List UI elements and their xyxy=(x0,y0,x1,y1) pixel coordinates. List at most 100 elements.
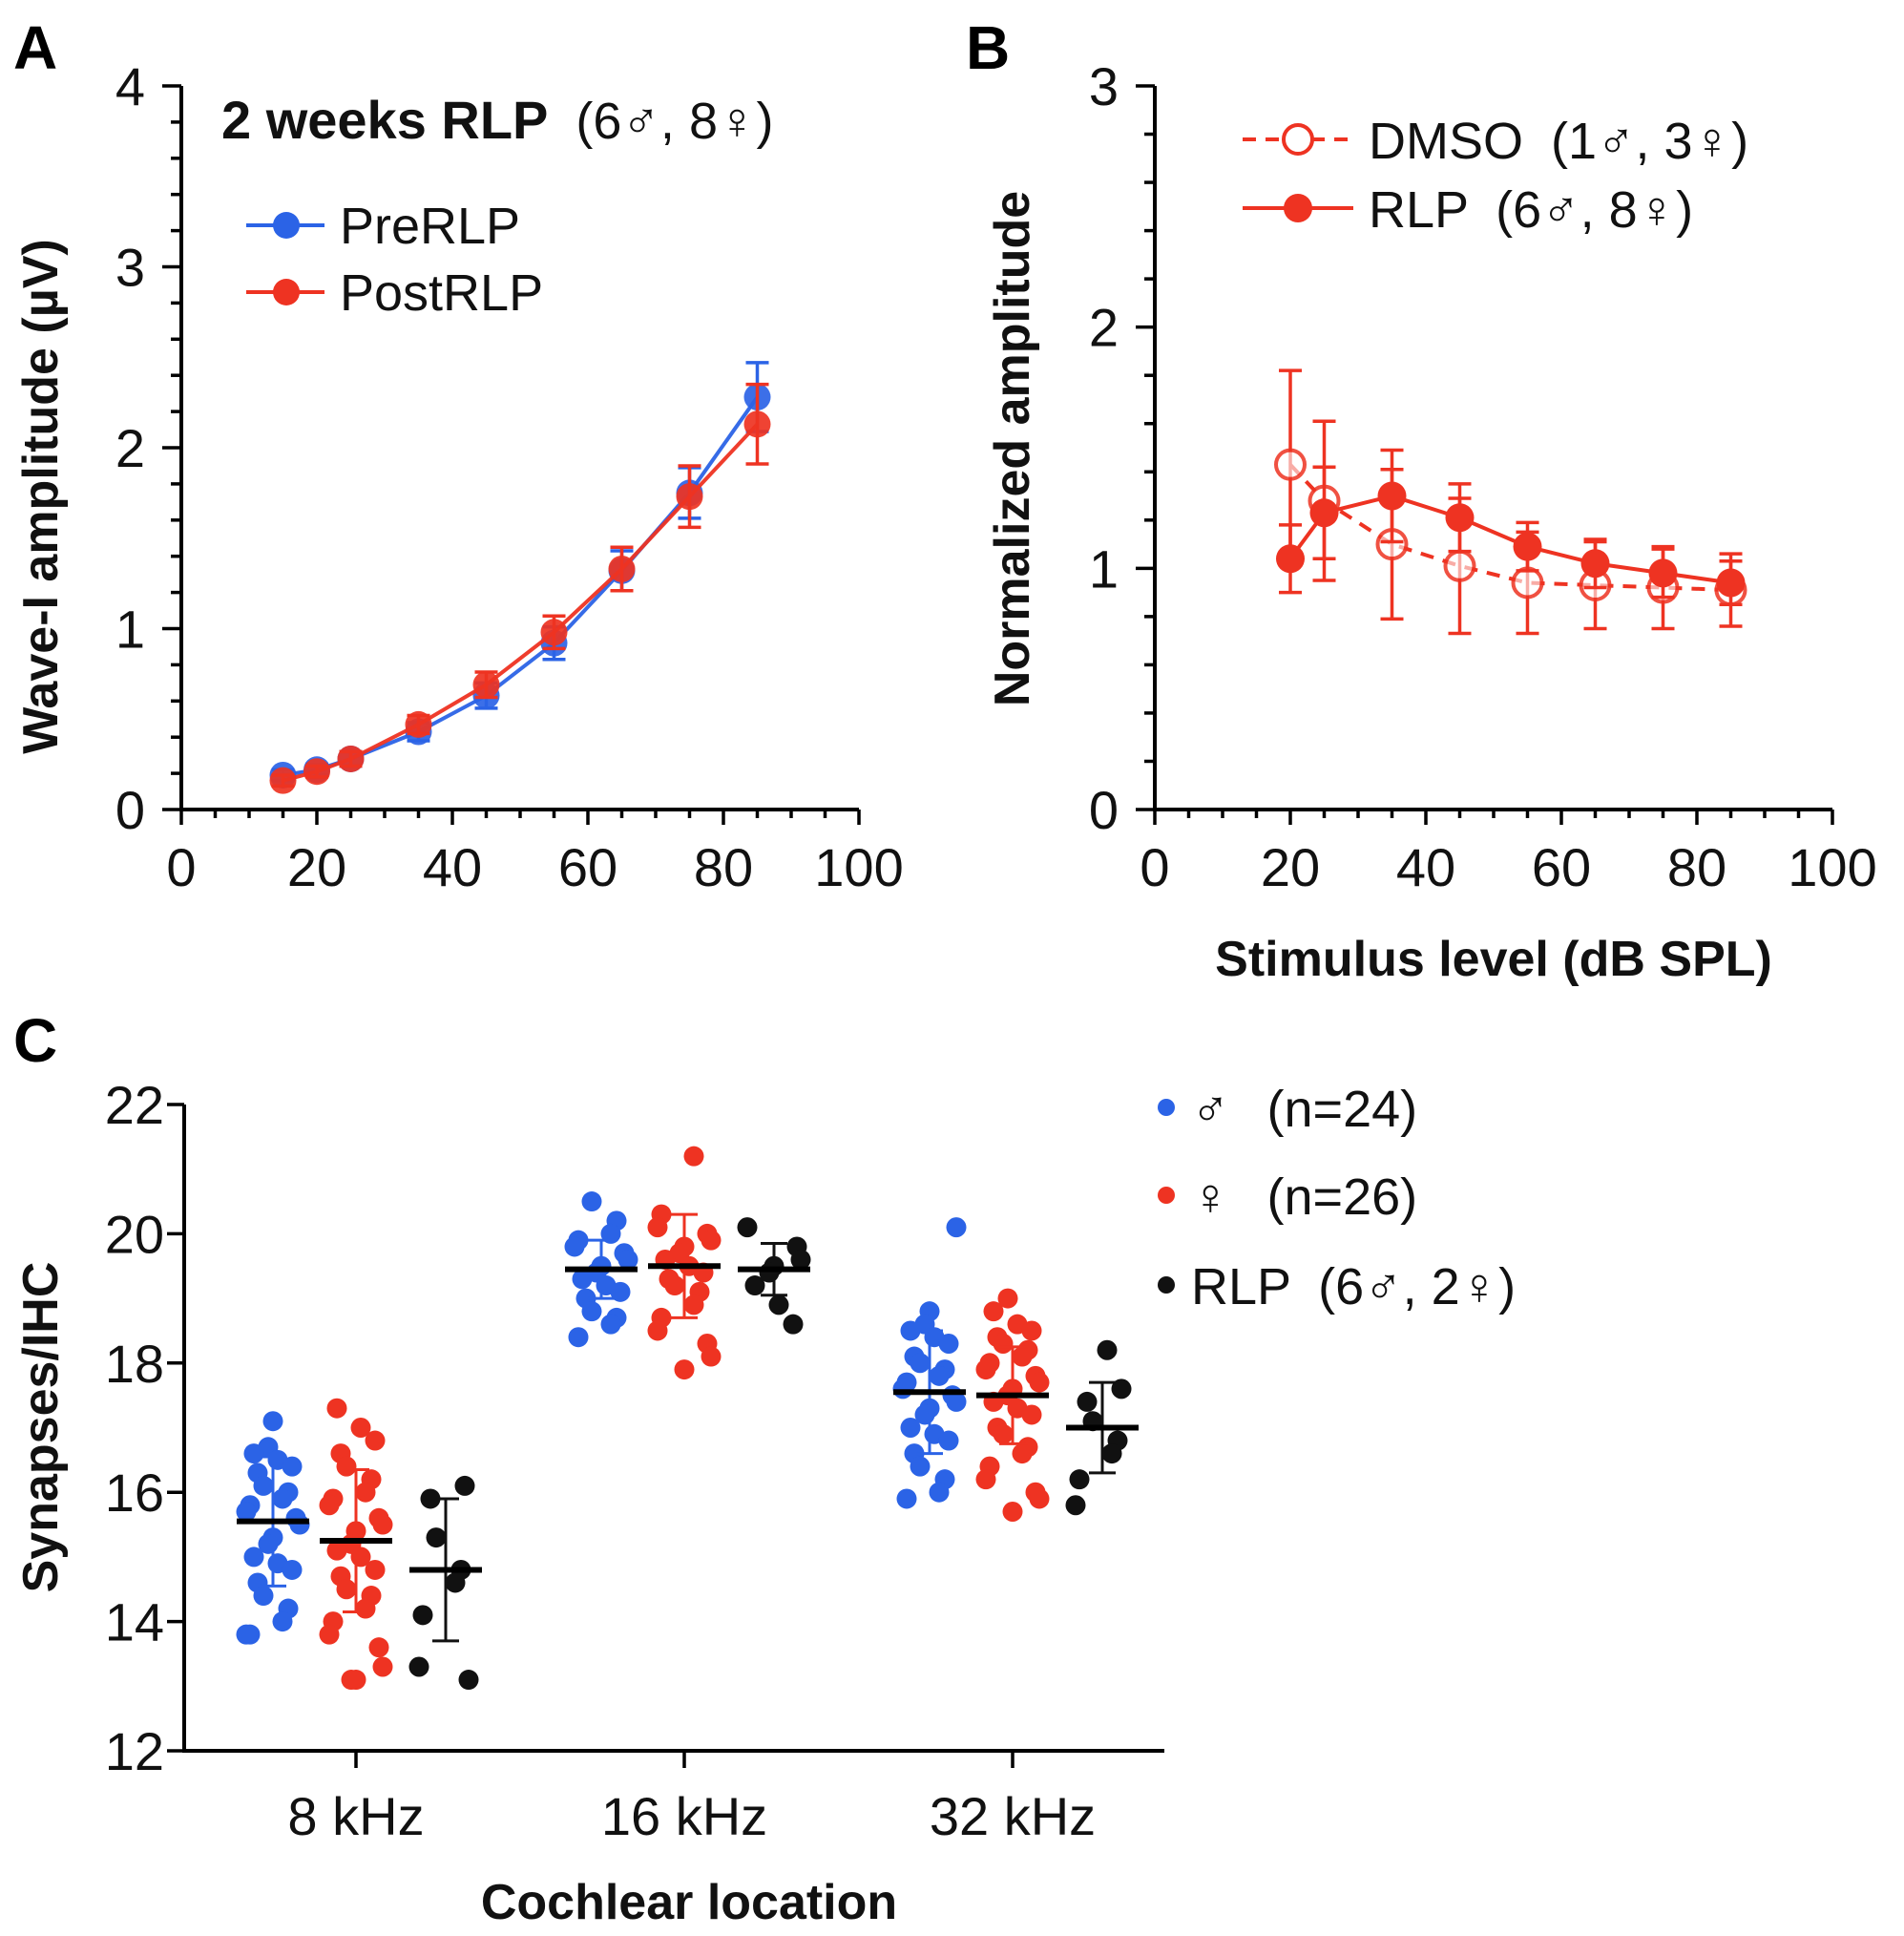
male-data-point xyxy=(910,1456,931,1477)
rlp-data-point xyxy=(790,1249,811,1270)
panel-b-x-tick-label: 20 xyxy=(1261,837,1320,897)
female-data-point xyxy=(355,1598,376,1619)
panel-b-y-axis-label: Normalized amplitude xyxy=(985,191,1040,706)
panel-c-y-tick-label: 16 xyxy=(105,1463,164,1523)
dmso-data-point xyxy=(1274,448,1307,481)
postrlp-data-point xyxy=(608,555,636,582)
legend-postrlp-label: PostRLP xyxy=(340,264,543,322)
female-data-point xyxy=(341,1670,362,1691)
legend-female-symbol: ♀ xyxy=(1191,1168,1230,1226)
female-data-point xyxy=(1012,1443,1033,1464)
rlp-data-point xyxy=(1648,558,1678,588)
panel-a-title-bold: 2 weeks RLP xyxy=(221,90,548,150)
panel-a-y-tick-label: 4 xyxy=(115,56,145,116)
male-data-point xyxy=(236,1502,257,1523)
male-data-point xyxy=(568,1327,589,1348)
postrlp-data-point xyxy=(337,745,365,772)
panel-label-a: A xyxy=(13,13,57,82)
male-data-point xyxy=(900,1418,921,1438)
panel-a-title: 2 weeks RLP (6♂, 8♀) xyxy=(221,90,773,150)
panel-c-y-tick-label: 12 xyxy=(105,1721,164,1781)
panel-a-legend: PreRLP PostRLP xyxy=(246,198,543,322)
panel-b-x-tick-label: 40 xyxy=(1396,837,1455,897)
panel-a-x-tick-label: 60 xyxy=(558,837,617,897)
female-data-point xyxy=(365,1559,386,1580)
prerlp-series-line xyxy=(282,395,760,777)
panel-b-y-tick-label: 3 xyxy=(1089,56,1119,116)
female-data-point xyxy=(372,1656,393,1677)
panel-c-y-tick-label: 14 xyxy=(105,1592,164,1652)
legend-postrlp-marker xyxy=(273,279,300,305)
panel-a-y-tick-label: 0 xyxy=(115,780,145,840)
dmso-data-point xyxy=(1443,549,1476,582)
panel-b-x-axis-label: Stimulus level (dB SPL) xyxy=(1215,932,1772,987)
male-data-point xyxy=(946,1217,967,1238)
male-data-point xyxy=(243,1547,264,1568)
rlp-data-point xyxy=(420,1488,441,1509)
rlp-data-point xyxy=(458,1670,479,1691)
male-data-point xyxy=(600,1314,621,1335)
male-data-point xyxy=(253,1475,274,1496)
female-data-point xyxy=(319,1624,340,1645)
female-data-point xyxy=(1021,1320,1042,1341)
postrlp-data-point xyxy=(676,483,703,511)
male-data-point xyxy=(896,1488,917,1509)
panel-c-y-tick-label: 22 xyxy=(105,1075,164,1135)
panel-label-b: B xyxy=(966,13,1010,82)
rlp-data-point xyxy=(445,1572,466,1593)
panel-b-x-tick-label: 0 xyxy=(1140,837,1169,897)
legend-female-label: ♀ (n=26) xyxy=(1191,1168,1417,1226)
female-data-point xyxy=(326,1398,347,1419)
male-data-point xyxy=(236,1624,257,1645)
panel-c-y-tick-label: 18 xyxy=(105,1334,164,1394)
female-data-point xyxy=(1029,1488,1050,1509)
male-data-point xyxy=(564,1236,585,1257)
male-data-point xyxy=(272,1611,293,1632)
panel-a-y-axis-label: Wave-I amplitude (µV) xyxy=(13,239,69,753)
female-data-point xyxy=(355,1482,376,1503)
rlp-data-point xyxy=(1276,544,1305,574)
male-data-point xyxy=(282,1559,303,1580)
rlp-data-point xyxy=(783,1314,804,1335)
panel-a-x-tick-label: 0 xyxy=(166,837,196,897)
panel-a-x-tick-label: 20 xyxy=(287,837,346,897)
legend-rlp-label: RLP (6♂, 8♀) xyxy=(1369,181,1693,239)
panel-a-y-tick-label: 3 xyxy=(115,238,145,298)
panel-c: 12 14 16 18 20 22 8 kHz 16 kHz 32 kHz Synapses/I… xyxy=(13,1075,1516,1930)
rlp-data-point xyxy=(1077,1391,1098,1412)
male-data-point xyxy=(900,1320,921,1341)
panel-b-axes xyxy=(1153,86,1832,811)
postrlp-data-point xyxy=(269,767,297,794)
female-data-point xyxy=(983,1301,1004,1322)
panel-c-category-label: 32 kHz xyxy=(930,1786,1096,1846)
female-data-point xyxy=(683,1294,704,1315)
legend-rlp-marker xyxy=(1284,194,1312,222)
female-data-point xyxy=(683,1146,704,1167)
female-data-point xyxy=(1021,1404,1042,1425)
male-data-point xyxy=(282,1456,303,1477)
female-data-point xyxy=(997,1288,1018,1309)
male-data-point xyxy=(243,1443,264,1464)
rlp-data-point xyxy=(744,1275,765,1296)
rlp-data-point xyxy=(408,1656,429,1677)
postrlp-data-point xyxy=(472,671,500,699)
panel-b-x-tick-label: 80 xyxy=(1667,837,1726,897)
rlp-data-point xyxy=(1309,498,1339,528)
rlp-data-point xyxy=(1101,1443,1122,1464)
female-data-point xyxy=(1029,1372,1050,1393)
legend-dmso-marker xyxy=(1282,123,1314,156)
panel-label-c: C xyxy=(13,1006,57,1075)
legend-prerlp-label: PreRLP xyxy=(340,198,520,255)
male-data-point xyxy=(272,1488,293,1509)
rlp-data-point xyxy=(1377,481,1407,511)
panel-c-axes xyxy=(182,1105,1164,1753)
rlp-data-point xyxy=(1065,1495,1086,1516)
rlp-data-point xyxy=(1580,549,1610,579)
female-data-point xyxy=(701,1230,722,1251)
male-data-point xyxy=(610,1281,631,1302)
male-data-point xyxy=(946,1391,967,1412)
male-data-point xyxy=(929,1482,950,1503)
rlp-data-point xyxy=(1716,568,1746,598)
